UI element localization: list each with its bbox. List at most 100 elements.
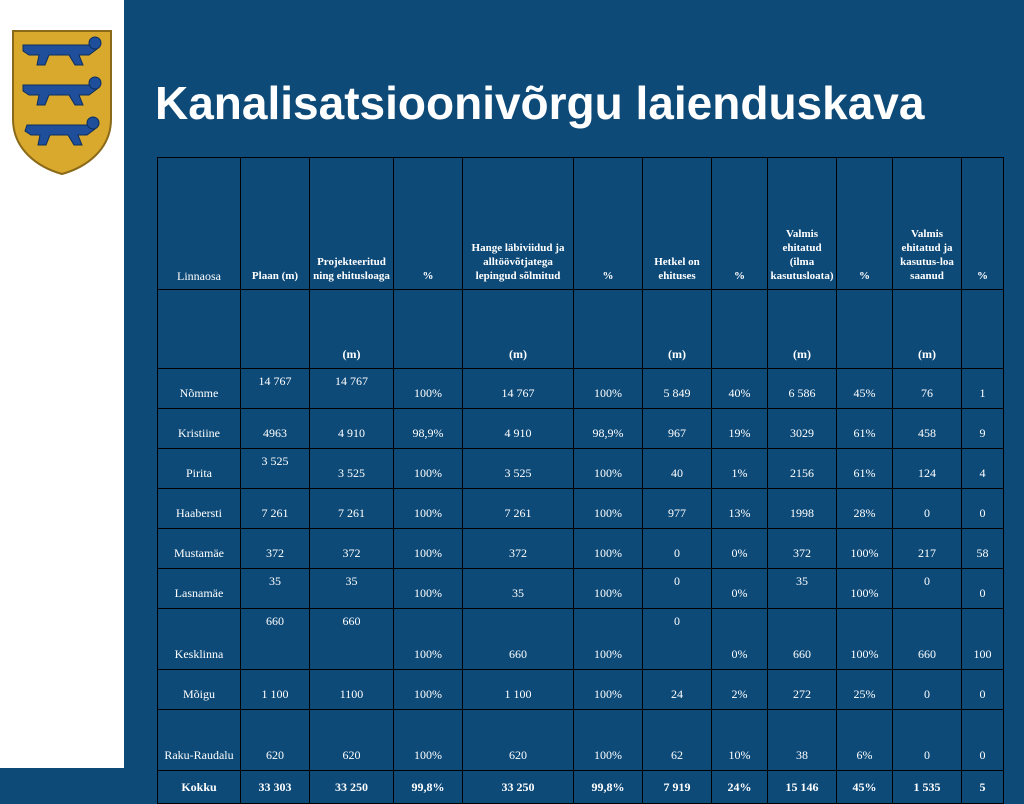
table-cell: 28% bbox=[836, 488, 893, 529]
unit-cell: (m) bbox=[642, 289, 712, 369]
table-cell: 1 100 bbox=[240, 669, 310, 710]
table-cell: 58 bbox=[961, 528, 1004, 569]
district-cell: Mõigu bbox=[157, 669, 241, 710]
district-cell: Raku-Raudalu bbox=[157, 709, 241, 771]
total-cell: 24% bbox=[711, 770, 768, 804]
header-cell: Projekteeritud ning ehitusloaga bbox=[309, 157, 394, 290]
table-cell: 14 767 bbox=[309, 368, 394, 409]
table-cell: 0 bbox=[642, 568, 712, 609]
header-cell: % bbox=[961, 157, 1004, 290]
total-cell: 99,8% bbox=[573, 770, 643, 804]
table-cell: 100% bbox=[393, 669, 463, 710]
table-cell: 100% bbox=[573, 528, 643, 569]
table-cell: 7 261 bbox=[462, 488, 574, 529]
table-cell: 0 bbox=[961, 709, 1004, 771]
unit-cell bbox=[157, 289, 241, 369]
table-cell: 1% bbox=[711, 448, 768, 489]
table-cell: 0% bbox=[711, 528, 768, 569]
table-cell: 62 bbox=[642, 709, 712, 771]
table-cell: 76 bbox=[892, 368, 962, 409]
unit-cell: (m) bbox=[309, 289, 394, 369]
table-cell: 0 bbox=[961, 669, 1004, 710]
table-cell: 0 bbox=[642, 528, 712, 569]
table-cell: 100% bbox=[836, 528, 893, 569]
total-cell: 33 303 bbox=[240, 770, 310, 804]
table-cell: 4 910 bbox=[309, 408, 394, 449]
table-cell: 4 bbox=[961, 448, 1004, 489]
table-cell: 660 bbox=[462, 608, 574, 670]
table-cell: 61% bbox=[836, 408, 893, 449]
total-cell: 33 250 bbox=[309, 770, 394, 804]
table-row: Mõigu 1 100 1100 100% 1 100 100% 24 2% 2… bbox=[157, 669, 1004, 710]
table-row: Kristiine 4963 4 910 98,9% 4 910 98,9% 9… bbox=[157, 408, 1004, 449]
table-row: Mustamäe 372 372 100% 372 100% 0 0% 372 … bbox=[157, 528, 1004, 569]
table-cell: 100% bbox=[393, 368, 463, 409]
table-cell: 100 bbox=[961, 608, 1004, 670]
table-cell: 100% bbox=[393, 709, 463, 771]
table-cell: 100% bbox=[393, 568, 463, 609]
table-cell: 7 261 bbox=[309, 488, 394, 529]
total-row: Kokku 33 303 33 250 99,8% 33 250 99,8% 7… bbox=[157, 770, 1004, 804]
table-cell: 0% bbox=[711, 568, 768, 609]
table-cell: 1 bbox=[961, 368, 1004, 409]
header-cell: % bbox=[393, 157, 463, 290]
table-cell: 13% bbox=[711, 488, 768, 529]
header-cell: Valmis ehitatud ja kasutus-loa saanud bbox=[892, 157, 962, 290]
table-cell: 4963 bbox=[240, 408, 310, 449]
total-cell: 1 535 bbox=[892, 770, 962, 804]
header-row: Linnaosa Plaan (m) Projekteeritud ning e… bbox=[157, 157, 1004, 290]
table-row: Kesklinna 660 660 100% 660 100% 0 0% 660… bbox=[157, 608, 1004, 670]
table-cell: 100% bbox=[393, 528, 463, 569]
table-cell: 9 bbox=[961, 408, 1004, 449]
table-cell: 98,9% bbox=[573, 408, 643, 449]
table-cell: 660 bbox=[309, 608, 394, 670]
district-cell: Lasnamäe bbox=[157, 568, 241, 609]
table-cell: 100% bbox=[573, 608, 643, 670]
table-cell: 14 767 bbox=[240, 368, 310, 409]
table-cell: 0 bbox=[642, 608, 712, 670]
unit-cell: (m) bbox=[892, 289, 962, 369]
header-cell: % bbox=[836, 157, 893, 290]
table-cell: 0 bbox=[892, 568, 962, 609]
table-cell: 660 bbox=[240, 608, 310, 670]
table-row: Haabersti 7 261 7 261 100% 7 261 100% 97… bbox=[157, 488, 1004, 529]
table-cell: 35 bbox=[309, 568, 394, 609]
units-row: (m) (m) (m) (m) (m) bbox=[157, 289, 1004, 369]
table-cell: 372 bbox=[767, 528, 837, 569]
header-cell: Hetkel on ehituses bbox=[642, 157, 712, 290]
table-cell: 38 bbox=[767, 709, 837, 771]
table-cell: 19% bbox=[711, 408, 768, 449]
slide-title: Kanalisatsioonivõrgu laienduskava bbox=[155, 77, 925, 129]
table-cell: 45% bbox=[836, 368, 893, 409]
data-table: Linnaosa Plaan (m) Projekteeritud ning e… bbox=[157, 157, 1004, 804]
table-cell: 3 525 bbox=[462, 448, 574, 489]
table-cell: 0 bbox=[892, 669, 962, 710]
unit-cell bbox=[393, 289, 463, 369]
table-cell: 977 bbox=[642, 488, 712, 529]
table-cell: 100% bbox=[393, 448, 463, 489]
unit-cell: (m) bbox=[767, 289, 837, 369]
table-row: Lasnamäe 35 35 100% 35 100% 0 0% 35 100%… bbox=[157, 568, 1004, 609]
table-cell: 35 bbox=[462, 568, 574, 609]
table-cell: 3029 bbox=[767, 408, 837, 449]
table-cell: 100% bbox=[393, 608, 463, 670]
header-cell: Linnaosa bbox=[157, 157, 241, 290]
table-cell: 100% bbox=[836, 608, 893, 670]
table-cell: 1 100 bbox=[462, 669, 574, 710]
table-cell: 0 bbox=[961, 568, 1004, 609]
total-label: Kokku bbox=[157, 770, 241, 804]
table-cell: 6% bbox=[836, 709, 893, 771]
table-cell: 620 bbox=[240, 709, 310, 771]
table-cell: 620 bbox=[309, 709, 394, 771]
table-cell: 40 bbox=[642, 448, 712, 489]
table-cell: 2% bbox=[711, 669, 768, 710]
district-cell: Nõmme bbox=[157, 368, 241, 409]
table-cell: 61% bbox=[836, 448, 893, 489]
table-cell: 372 bbox=[462, 528, 574, 569]
total-cell: 15 146 bbox=[767, 770, 837, 804]
table-cell: 0 bbox=[892, 709, 962, 771]
table-cell: 6 586 bbox=[767, 368, 837, 409]
total-cell: 33 250 bbox=[462, 770, 574, 804]
table-cell: 100% bbox=[573, 709, 643, 771]
table-cell: 124 bbox=[892, 448, 962, 489]
